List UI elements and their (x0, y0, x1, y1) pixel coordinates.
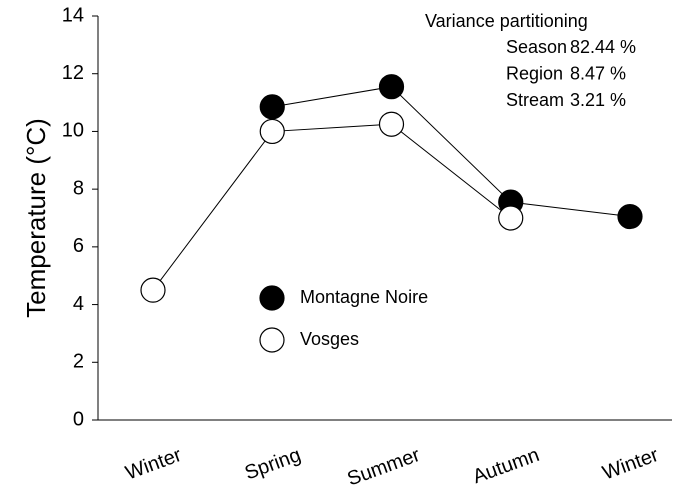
marker (259, 118, 285, 145)
x-tick-label: Summer (344, 444, 423, 491)
y-axis-label: Temperature (°C) (21, 118, 51, 318)
annotation-label: Stream (506, 90, 564, 110)
annotation-value: 8.47 % (570, 63, 626, 83)
y-tick-label: 8 (73, 177, 84, 199)
x-tick-label: Spring (242, 444, 304, 484)
marker (140, 277, 166, 303)
marker (378, 111, 405, 137)
y-tick-label: 0 (73, 408, 84, 430)
series-line (272, 86, 631, 218)
legend-marker (259, 327, 285, 353)
marker (378, 74, 405, 100)
y-tick-label: 2 (73, 351, 84, 373)
marker (617, 203, 643, 230)
y-tick-label: 4 (73, 293, 84, 315)
legend-marker (259, 285, 285, 311)
annotation-title: Variance partitioning (425, 11, 588, 31)
legend-label: Vosges (300, 329, 359, 349)
y-tick-label: 12 (62, 62, 84, 84)
annotation-label: Season (506, 37, 567, 57)
x-tick-label: Winter (123, 444, 185, 485)
marker (259, 94, 285, 120)
annotation-value: 3.21 % (570, 90, 626, 110)
annotation-label: Region (506, 63, 563, 83)
series-line (152, 123, 512, 291)
y-tick-label: 14 (62, 4, 84, 26)
x-tick-label: Winter (600, 444, 662, 485)
annotation-value: 82.44 % (570, 37, 636, 57)
y-tick-label: 6 (73, 235, 84, 257)
marker (498, 205, 524, 231)
legend-label: Montagne Noire (300, 287, 428, 307)
y-tick-label: 10 (62, 120, 84, 142)
x-tick-label: Autumn (470, 444, 542, 488)
